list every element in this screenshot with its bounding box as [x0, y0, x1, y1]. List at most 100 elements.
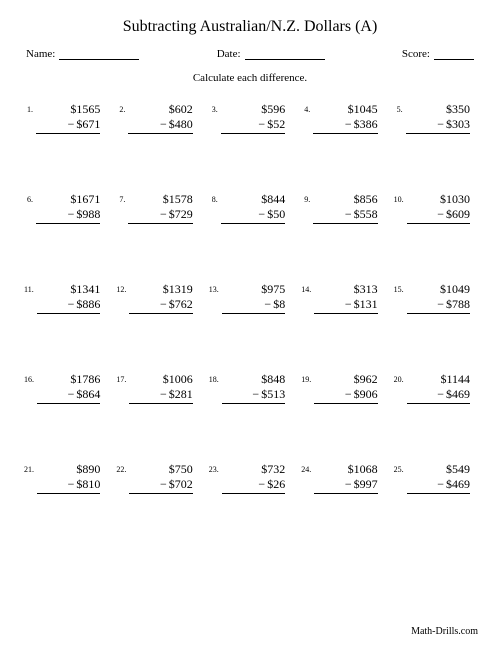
minus-sign: − [345, 477, 352, 492]
score-label: Score: [402, 48, 430, 60]
subtrahend: $281 [169, 387, 193, 401]
problem-body: $732−$26 [222, 462, 291, 494]
problem-body: $844−$50 [221, 192, 291, 224]
subtrahend: $386 [354, 117, 378, 131]
problem: 8.$844−$50 [209, 192, 291, 224]
subtrahend: $469 [446, 477, 470, 491]
problem: 2.$602−$480 [116, 102, 198, 134]
minuend: $856 [313, 192, 377, 207]
problem-number: 8. [209, 192, 221, 204]
problem-body: $1068−$997 [314, 462, 383, 494]
minus-sign: − [437, 297, 444, 312]
subtrahend-row: −$609 [407, 207, 470, 224]
problem-number: 10. [394, 192, 407, 204]
problem: 6.$1671−$988 [24, 192, 106, 224]
subtrahend-row: −$469 [407, 387, 470, 404]
name-field: Name: [26, 48, 139, 60]
subtrahend-row: −$131 [314, 297, 377, 314]
minus-sign: − [258, 477, 265, 492]
minus-sign: − [68, 117, 75, 132]
minus-sign: − [68, 297, 75, 312]
instruction: Calculate each difference. [22, 72, 478, 84]
minus-sign: − [68, 387, 75, 402]
problem-number: 9. [301, 192, 313, 204]
date-field: Date: [217, 48, 325, 60]
problem-number: 19. [301, 372, 314, 384]
problem-body: $549−$469 [407, 462, 476, 494]
problem-body: $1578−$729 [128, 192, 198, 224]
problem-number: 25. [394, 462, 407, 474]
problem-body: $313−$131 [314, 282, 383, 314]
problem: 14.$313−$131 [301, 282, 383, 314]
minuend: $1341 [37, 282, 101, 297]
problem: 9.$856−$558 [301, 192, 383, 224]
subtrahend: $26 [267, 477, 285, 491]
minus-sign: − [160, 297, 167, 312]
problem-body: $890−$810 [37, 462, 106, 494]
score-field: Score: [402, 48, 474, 60]
minuend: $848 [222, 372, 285, 387]
minuend: $1045 [313, 102, 377, 117]
subtrahend: $671 [76, 117, 100, 131]
subtrahend-row: −$26 [222, 477, 285, 494]
minus-sign: − [252, 387, 259, 402]
problem: 23.$732−$26 [209, 462, 291, 494]
problem: 13.$975−$8 [209, 282, 291, 314]
subtrahend: $729 [169, 207, 193, 221]
problem: 10.$1030−$609 [394, 192, 476, 224]
problem-number: 12. [116, 282, 129, 294]
problem: 11.$1341−$886 [24, 282, 106, 314]
subtrahend-row: −$788 [407, 297, 470, 314]
subtrahend: $50 [267, 207, 285, 221]
problem-body: $596−$52 [221, 102, 291, 134]
problem-number: 17. [116, 372, 129, 384]
subtrahend-row: −$513 [222, 387, 285, 404]
minus-sign: − [68, 477, 75, 492]
score-blank [434, 49, 474, 60]
subtrahend-row: −$469 [407, 477, 470, 494]
problem-body: $848−$513 [222, 372, 291, 404]
page-title: Subtracting Australian/N.Z. Dollars (A) [22, 18, 478, 36]
problem-body: $1045−$386 [313, 102, 383, 134]
minus-sign: − [160, 477, 167, 492]
subtrahend-row: −$762 [129, 297, 192, 314]
minuend: $1565 [36, 102, 100, 117]
problem-body: $750−$702 [129, 462, 198, 494]
minus-sign: − [437, 117, 444, 132]
problem-number: 13. [209, 282, 222, 294]
subtrahend: $702 [169, 477, 193, 491]
problem-number: 11. [24, 282, 37, 294]
header-row: Name: Date: Score: [22, 48, 478, 60]
problem-body: $1144−$469 [407, 372, 476, 404]
problem-grid: 1.$1565−$6712.$602−$4803.$596−$524.$1045… [22, 102, 478, 494]
problem-number: 2. [116, 102, 128, 114]
minus-sign: − [345, 207, 352, 222]
problem-number: 18. [209, 372, 222, 384]
minuend: $1671 [36, 192, 100, 207]
minus-sign: − [345, 117, 352, 132]
subtrahend: $8 [273, 297, 285, 311]
problem-number: 14. [301, 282, 314, 294]
date-label: Date: [217, 48, 241, 60]
problem-number: 3. [209, 102, 221, 114]
problem: 15.$1049−$788 [394, 282, 476, 314]
minus-sign: − [160, 387, 167, 402]
date-blank [245, 49, 325, 60]
problem-number: 24. [301, 462, 314, 474]
minuend: $1030 [407, 192, 470, 207]
problem: 21.$890−$810 [24, 462, 106, 494]
subtrahend: $303 [446, 117, 470, 131]
minuend: $962 [314, 372, 377, 387]
name-label: Name: [26, 48, 55, 60]
problem: 7.$1578−$729 [116, 192, 198, 224]
problem-number: 16. [24, 372, 37, 384]
problem: 22.$750−$702 [116, 462, 198, 494]
problem: 1.$1565−$671 [24, 102, 106, 134]
minus-sign: − [160, 117, 167, 132]
problem: 19.$962−$906 [301, 372, 383, 404]
problem: 24.$1068−$997 [301, 462, 383, 494]
subtrahend: $864 [76, 387, 100, 401]
problem: 20.$1144−$469 [394, 372, 476, 404]
problem-number: 23. [209, 462, 222, 474]
minus-sign: − [258, 207, 265, 222]
